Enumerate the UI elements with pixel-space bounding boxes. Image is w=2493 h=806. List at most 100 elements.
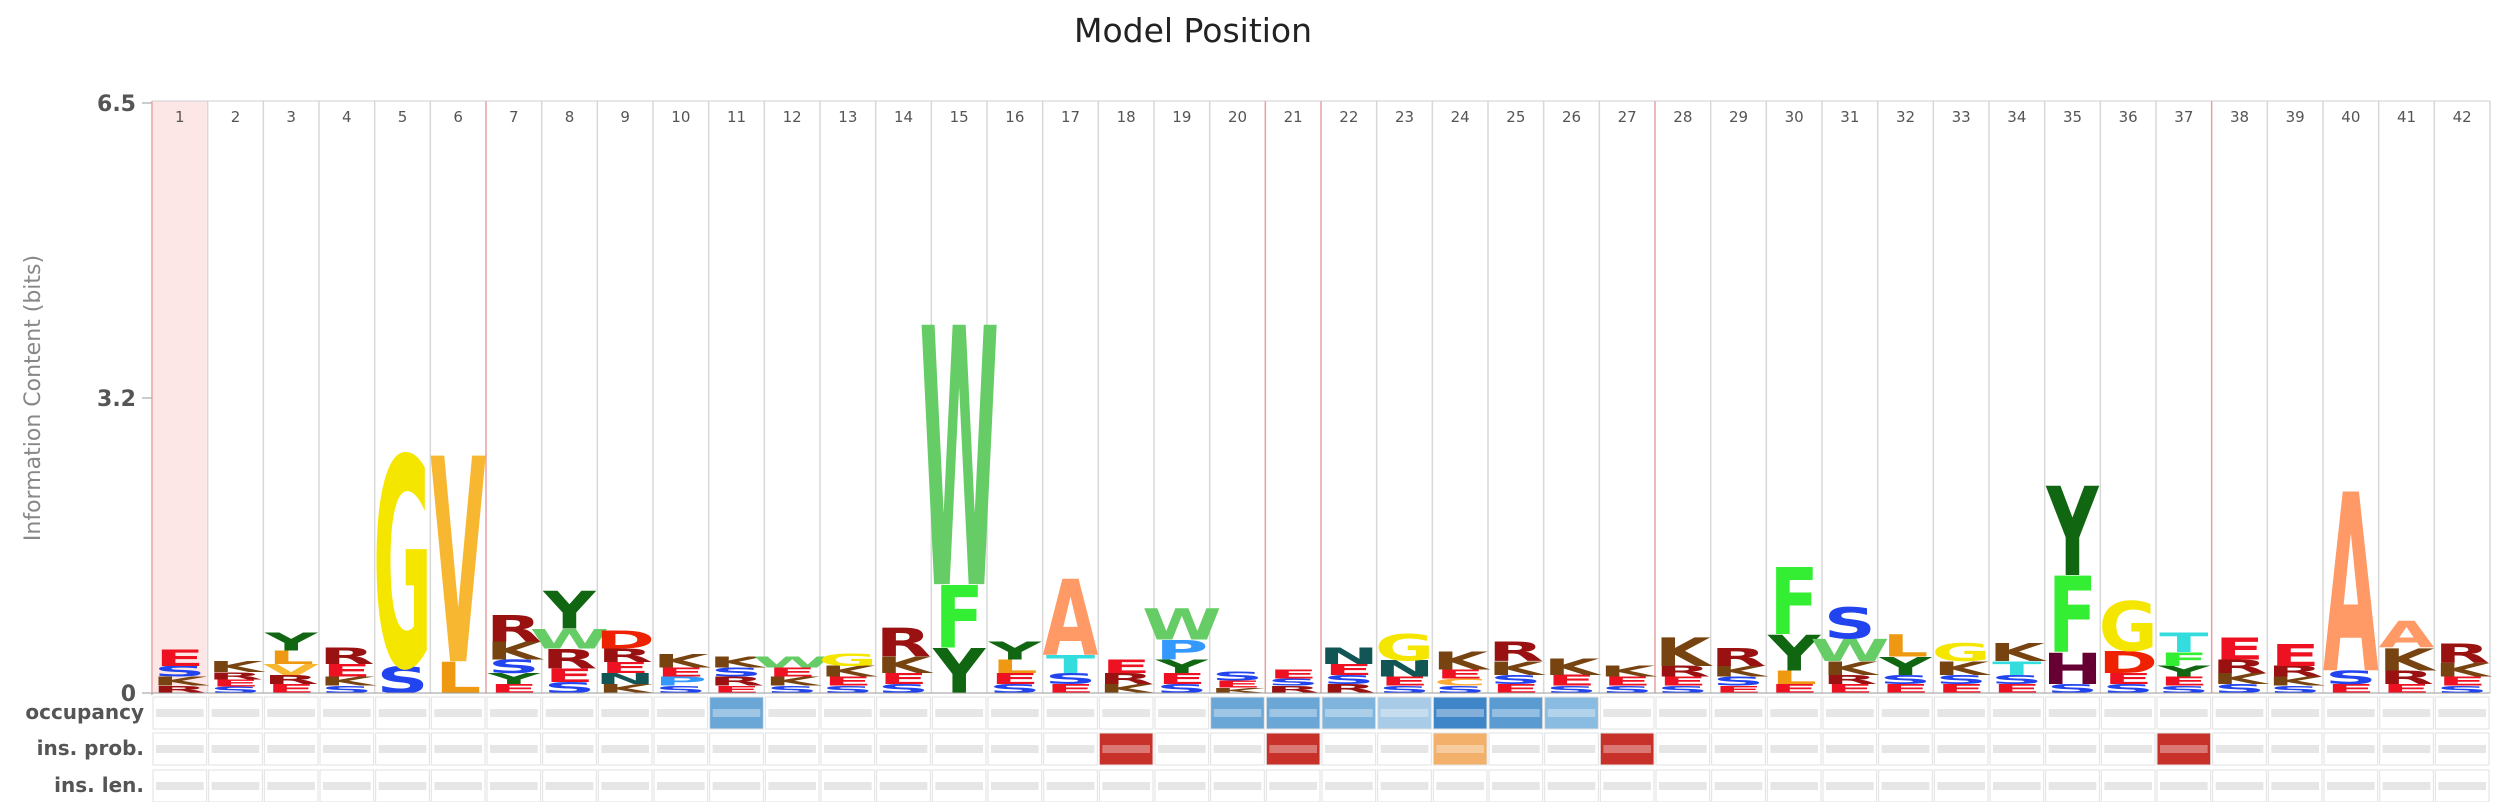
column-label: 28 <box>1673 108 1692 126</box>
column-label: 6 <box>453 108 463 126</box>
insertion-probability-row-value-mark <box>824 745 872 753</box>
residue-e: E <box>211 678 260 689</box>
insertion-probability-row-value-mark <box>2382 745 2431 753</box>
residue-p: P <box>654 675 707 689</box>
residue-r: R <box>208 670 263 681</box>
residue-s: S <box>1434 684 1486 695</box>
residue-f: F <box>2159 649 2208 670</box>
residue-w: W <box>1142 600 1221 650</box>
residue-e: E <box>1102 656 1151 677</box>
insertion-probability-row-cell <box>1098 732 1154 766</box>
residue-e: E <box>155 645 204 671</box>
insertion-probability-row-value-mark <box>1714 745 1763 753</box>
residue-s: S <box>210 685 262 695</box>
insertion-probability-row-value-mark <box>1826 745 1874 753</box>
residue-e: E <box>2271 638 2320 673</box>
insertion-length-row-label: ins. len. <box>54 773 144 797</box>
column-label: 2 <box>231 108 241 126</box>
insertion-probability-row-value-mark <box>1436 745 1484 753</box>
occupancy-row-value-mark <box>323 709 371 717</box>
insertion-length-row-value-mark <box>1881 782 1930 790</box>
insertion-probability-row-value-mark <box>267 745 315 753</box>
residue-s: S <box>488 656 540 677</box>
insertion-probability-row-value-mark <box>490 745 538 753</box>
occupancy-row-value-mark <box>2271 709 2319 717</box>
occupancy-row-value-mark <box>1881 709 1930 717</box>
residue-e: E <box>656 666 705 680</box>
column-label: 30 <box>1785 108 1804 126</box>
residue-e: E <box>2159 675 2208 689</box>
occupancy-row-value-mark <box>267 709 315 717</box>
residue-n: N <box>1319 644 1379 670</box>
insertion-length-row-value-mark <box>1380 782 1429 790</box>
insertion-length-row-value-mark <box>2271 782 2319 790</box>
insertion-length-row-value-mark <box>712 782 761 790</box>
residue-a: A <box>2323 442 2379 728</box>
column-label: 20 <box>1228 108 1247 126</box>
occupancy-row-value-mark <box>1603 709 1651 717</box>
residue-r: R <box>2212 656 2267 677</box>
residue-r: R <box>486 608 541 650</box>
residue-y: Y <box>1154 656 1209 677</box>
residue-r: R <box>1265 684 1320 695</box>
occupancy-row-value-mark <box>2160 709 2208 717</box>
residue-s: S <box>154 663 206 680</box>
residue-k: K <box>1822 658 1881 679</box>
insertion-length-row-value-mark <box>378 782 427 790</box>
insertion-length-row-value-mark <box>991 782 1039 790</box>
insertion-probability-row-value-mark <box>935 745 983 753</box>
residue-e: E <box>545 665 594 686</box>
insertion-probability-row-value-mark <box>601 745 649 753</box>
residue-k: K <box>1989 638 2048 667</box>
insertion-probability-row-value-mark <box>2104 745 2152 753</box>
column-label: 27 <box>1618 108 1637 126</box>
insertion-length-row-value-mark <box>1492 782 1540 790</box>
occupancy-row-value-mark <box>1269 709 1317 717</box>
occupancy-row-cell <box>1432 696 1488 730</box>
insertion-length-row-value-mark <box>1436 782 1484 790</box>
occupancy-row-value-mark <box>2327 709 2375 717</box>
insertion-length-row-value-mark <box>2104 782 2152 790</box>
residue-e: E <box>712 684 761 695</box>
occupancy-row-cell <box>709 696 764 730</box>
residue-e: E <box>768 666 817 680</box>
occupancy-row-value-mark <box>712 709 761 717</box>
residue-g: G <box>1932 638 1991 667</box>
residue-k: K <box>208 659 266 676</box>
insertion-probability-row-value-mark <box>1659 745 1707 753</box>
occupancy-row-cell <box>1210 696 1265 730</box>
occupancy-row-value-mark <box>879 709 928 717</box>
occupancy-row-value-mark <box>1102 709 1150 717</box>
residue-y: Y <box>2156 663 2211 680</box>
column-label: 8 <box>565 108 575 126</box>
insertion-probability-row-value-mark <box>2271 745 2319 753</box>
insertion-length-row-value-mark <box>824 782 872 790</box>
insertion-probability-row-value-mark <box>2048 745 2097 753</box>
insertion-length-row-value-mark <box>156 782 204 790</box>
insertion-length-row-value-mark <box>1937 782 1985 790</box>
insertion-length-row-value-mark <box>1213 782 1262 790</box>
occupancy-row-value-mark <box>991 709 1039 717</box>
occupancy-row-value-mark <box>1436 709 1484 717</box>
residue-e: E <box>1269 667 1318 681</box>
insertion-probability-row-value-mark <box>1937 745 1985 753</box>
residue-s: S <box>2158 684 2210 695</box>
insertion-length-row-value-mark <box>2327 782 2375 790</box>
insertion-probability-row-value-mark <box>1603 745 1651 753</box>
insertion-length-row-value-mark <box>768 782 816 790</box>
occupancy-row-value-mark <box>1937 709 1985 717</box>
column-label: 42 <box>2453 108 2472 126</box>
insertion-probability-row-cell <box>2156 732 2212 766</box>
residue-r: R <box>152 684 207 695</box>
occupancy-row-value-mark <box>1325 709 1373 717</box>
residue-r: R <box>2267 663 2322 680</box>
residue-t: T <box>2159 627 2208 658</box>
residue-e: E <box>1658 675 1707 689</box>
residue-r: R <box>876 620 931 666</box>
residue-k: K <box>1210 686 1269 695</box>
column-label: 3 <box>286 108 296 126</box>
y-tick-label: 0 <box>121 682 136 707</box>
column-label: 37 <box>2174 108 2193 126</box>
residue-f: F <box>935 567 984 668</box>
residue-e: E <box>1436 667 1485 681</box>
